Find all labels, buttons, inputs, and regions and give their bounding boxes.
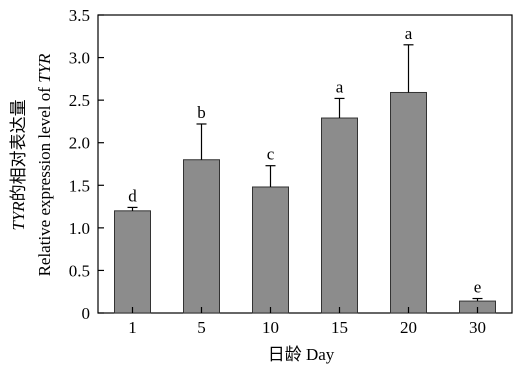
y-axis-title-line1: TYR的相对表达量: [9, 99, 28, 230]
x-tick-label: 30: [469, 318, 486, 337]
y-axis-title-2: Relative expression level of TYR: [35, 53, 54, 276]
x-tick-label: 15: [331, 318, 348, 337]
x-axis: 1 5 10 15 20 30: [128, 307, 486, 337]
bar: [390, 91, 427, 314]
y-axis-title-gene-italic-2: TYR: [35, 53, 54, 83]
x-tick-label: 5: [197, 318, 206, 337]
significance-label: b: [197, 103, 206, 122]
x-axis-title: 日龄 Day: [268, 345, 335, 364]
y-tick-label: 0: [82, 304, 91, 323]
y-tick-label: 3.5: [69, 6, 90, 25]
significance-label: a: [405, 24, 413, 43]
error-bars-layer: [127, 44, 483, 302]
x-tick-label: 1: [128, 318, 137, 337]
x-tick-label: 20: [400, 318, 417, 337]
significance-label: a: [336, 77, 344, 96]
y-tick-label: 2.5: [69, 91, 90, 110]
y-tick-label: 1.0: [69, 219, 90, 238]
bar: [321, 117, 358, 314]
x-tick-label: 10: [262, 318, 279, 337]
y-tick-label: 0.5: [69, 261, 90, 280]
bar: [183, 159, 220, 314]
y-tick-label: 1.5: [69, 176, 90, 195]
y-axis-title-english: Relative expression level of: [35, 83, 54, 277]
significance-label: c: [267, 145, 275, 164]
bars-layer: [114, 91, 496, 314]
y-axis-title: TYR的相对表达量: [9, 99, 28, 230]
y-axis-title-gene-italic: TYR: [9, 201, 28, 231]
y-axis: 0 0.5 1.0 1.5 2.0 2.5 3.0 3.5: [69, 6, 104, 323]
plot-frame: [97, 14, 513, 314]
significance-label: d: [128, 186, 137, 205]
y-tick-label: 3.0: [69, 49, 90, 68]
significance-labels-layer: d b c a a e: [128, 24, 481, 297]
plot-area: d b c a a e: [97, 14, 513, 314]
y-axis-title-line2: Relative expression level of TYR: [35, 53, 54, 276]
y-tick-label: 2.0: [69, 134, 90, 153]
y-axis-title-chinese: 的相对表达量: [9, 99, 28, 201]
significance-label: e: [474, 278, 482, 297]
bar: [114, 210, 151, 314]
bar: [252, 186, 289, 314]
